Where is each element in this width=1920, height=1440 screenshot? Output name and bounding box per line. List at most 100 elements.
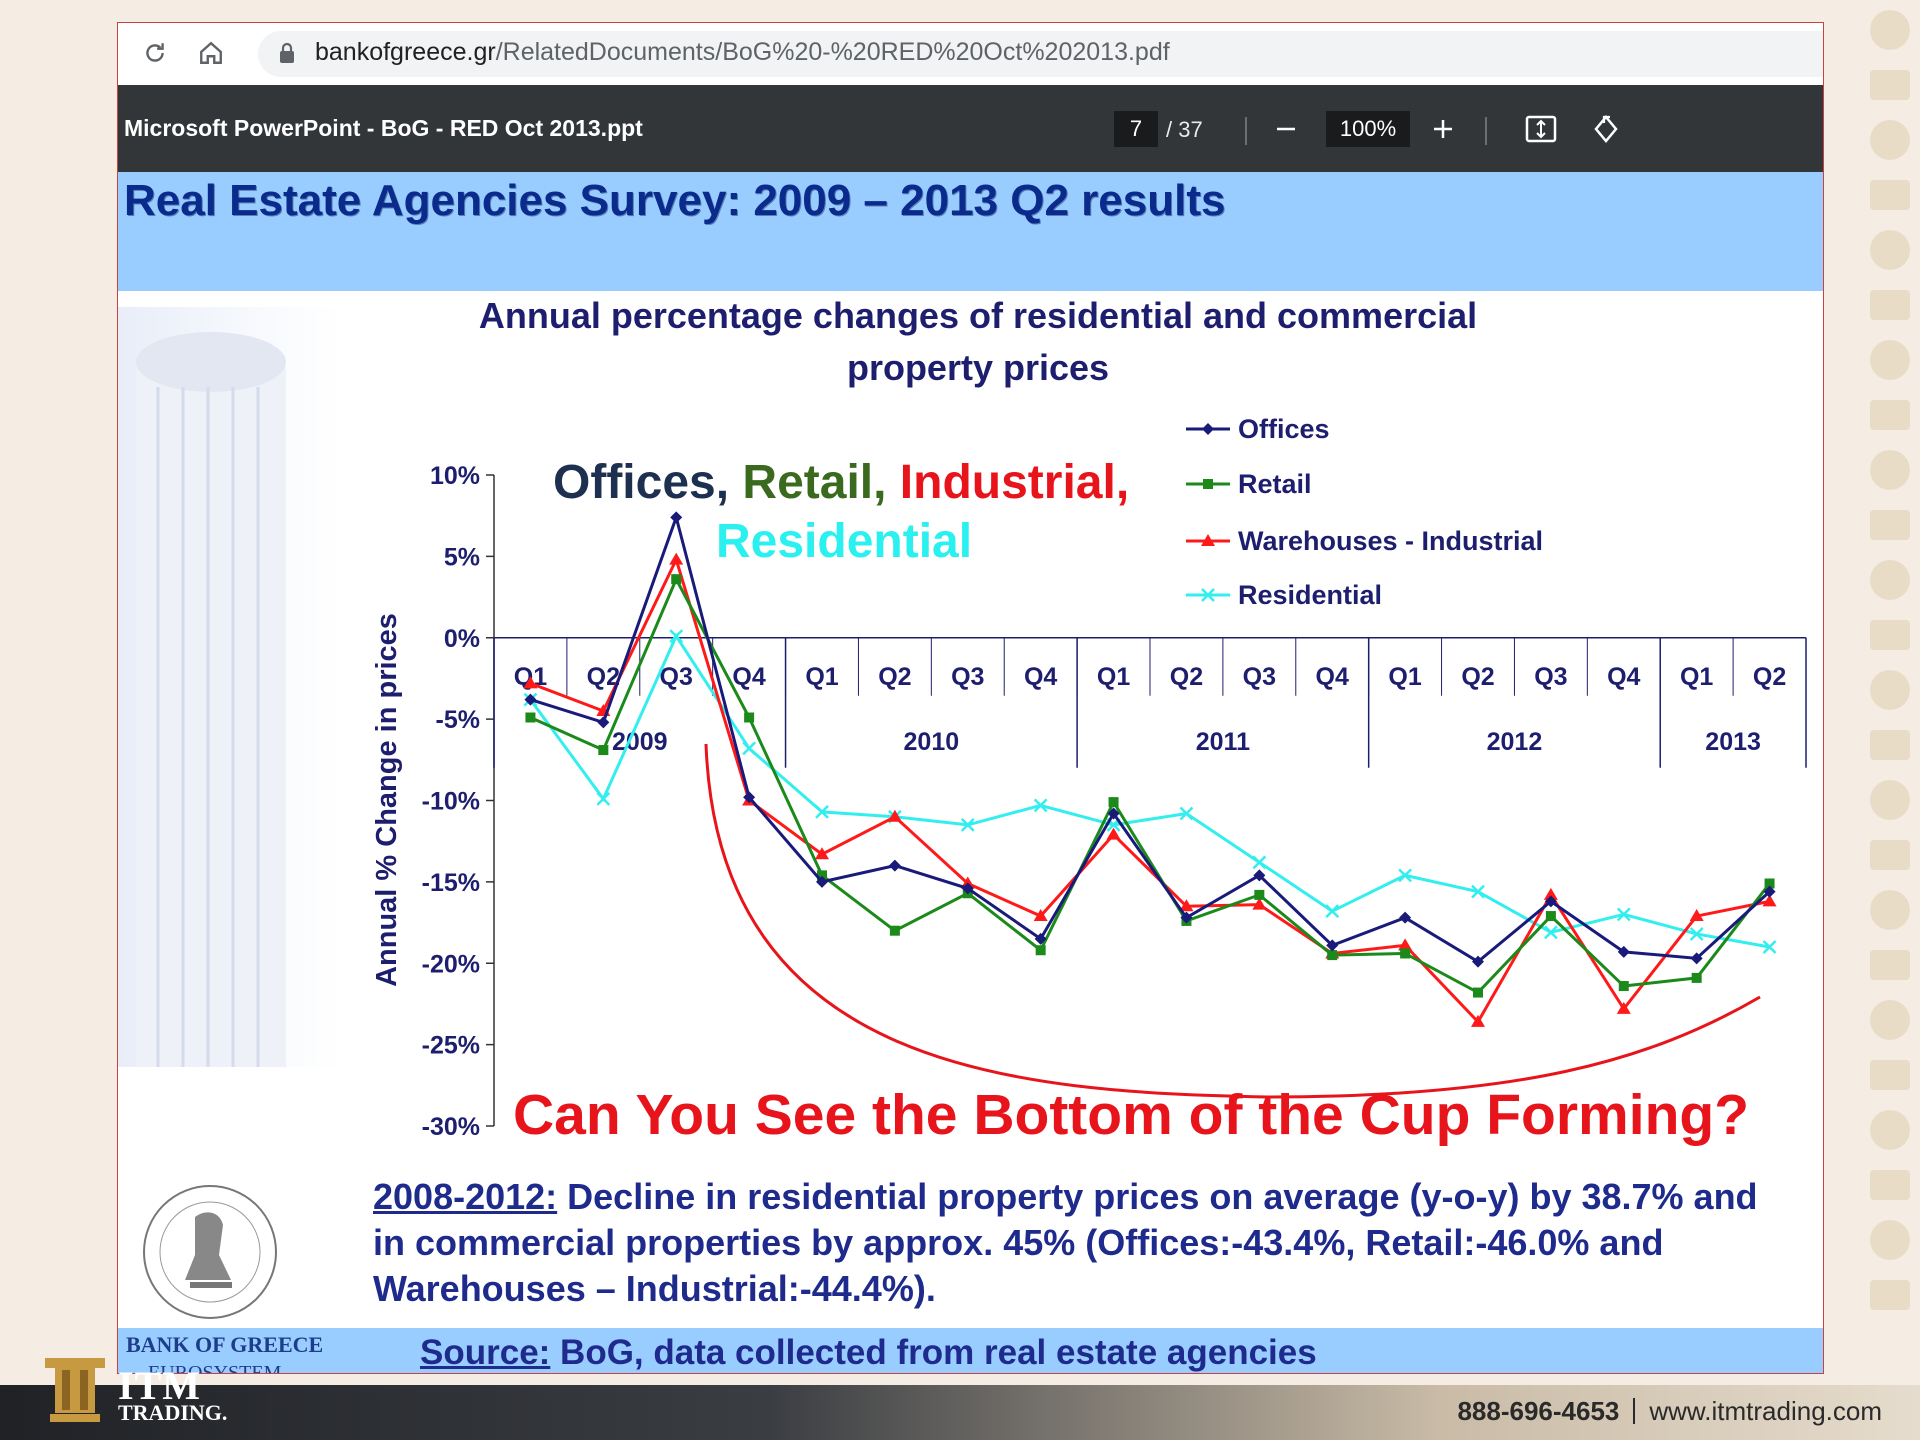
- overlay-property-types: Offices, Retail, Industrial,: [553, 455, 1129, 510]
- data-point: [1689, 909, 1704, 922]
- zoom-level[interactable]: 100%: [1326, 111, 1410, 147]
- data-point: [1545, 911, 1556, 922]
- data-point: [1107, 807, 1120, 820]
- data-point: [888, 859, 901, 872]
- browser-window: bankofgreece.gr/RelatedDocuments/BoG%20-…: [117, 22, 1824, 1374]
- data-point: [1544, 925, 1558, 940]
- overlay-offices: Offices: [553, 456, 716, 509]
- decorative-pattern: [1870, 10, 1910, 1310]
- cup-caption: Can You See the Bottom of the Cup Formin…: [513, 1083, 1750, 1147]
- x-tick-label: Q1: [805, 663, 838, 691]
- slide-title: Real Estate Agencies Survey: 2009 – 2013…: [124, 176, 1226, 225]
- toolbar-divider: [1485, 117, 1487, 145]
- data-point: [961, 882, 974, 895]
- url-text[interactable]: bankofgreece.gr/RelatedDocuments/BoG%20-…: [315, 38, 1170, 67]
- series-line-retail: [529, 575, 1771, 995]
- data-point: [598, 745, 609, 756]
- x-tick-label: Q3: [660, 663, 693, 691]
- data-point: [1033, 798, 1048, 813]
- page-total: / 37: [1166, 117, 1203, 142]
- fit-page-button[interactable]: [1523, 111, 1559, 147]
- address-bar-area: bankofgreece.gr/RelatedDocuments/BoG%20-…: [118, 23, 1823, 86]
- data-point: [1327, 950, 1338, 961]
- y-tick-label: -10%: [422, 788, 480, 816]
- source-lead: Source:: [420, 1333, 551, 1372]
- data-point: [960, 818, 975, 832]
- page-number-input[interactable]: 7: [1114, 111, 1158, 147]
- contact-info: 888-696-4653 www.itmtrading.com: [1457, 1396, 1882, 1427]
- series-line-offices: [529, 512, 1771, 964]
- url-path: /RelatedDocuments/BoG%20-%20RED%20Oct%20…: [495, 38, 1170, 66]
- year-label: 2013: [1705, 728, 1761, 756]
- data-point: [1690, 952, 1703, 965]
- toolbar-divider: [1245, 117, 1247, 145]
- slide-header-band: [118, 172, 1823, 291]
- data-point: [1763, 885, 1776, 898]
- data-point: [1764, 878, 1775, 889]
- summary-note: 2008-2012: Decline in residential proper…: [373, 1174, 1793, 1312]
- x-tick-label: Q3: [1243, 663, 1276, 691]
- data-point: [1472, 955, 1484, 968]
- data-point: [1543, 887, 1558, 900]
- rotate-button[interactable]: [1588, 111, 1624, 147]
- data-point: [887, 809, 902, 822]
- data-point: [1473, 987, 1483, 998]
- legend-label: Warehouses - Industrial: [1238, 526, 1543, 556]
- series-line-warehouses-industrial: [529, 555, 1770, 1025]
- data-point: [1762, 894, 1777, 907]
- y-tick-label: -25%: [422, 1032, 480, 1060]
- y-tick-label: -20%: [422, 950, 480, 978]
- overlay-comma: ,: [873, 456, 900, 509]
- data-point: [1180, 911, 1193, 924]
- zoom-in-button[interactable]: [1425, 111, 1461, 147]
- data-point: [1325, 904, 1340, 919]
- home-icon[interactable]: [194, 36, 228, 70]
- overlay-industrial: Industrial,: [899, 456, 1130, 509]
- zoom-out-button[interactable]: [1268, 111, 1304, 147]
- data-point: [744, 712, 755, 723]
- data-point: [1398, 938, 1413, 951]
- y-tick-label: -15%: [422, 869, 480, 897]
- data-point: [1035, 945, 1046, 956]
- line-chart: 10% 5% 0% -5% -10% -15% -20% -25% -30% Annual % C…: [371, 414, 1807, 1141]
- y-tick-label: -30%: [422, 1113, 480, 1141]
- chart-title: Annual percentage changes of residential…: [478, 295, 1478, 388]
- url-field[interactable]: [258, 31, 1823, 77]
- itm-logo-subtext: TRADING.: [118, 1400, 228, 1425]
- data-point: [1108, 797, 1119, 808]
- itm-logo-text: ITM: [118, 1363, 201, 1408]
- y-axis-label: Annual % Change in prices: [371, 613, 403, 987]
- note-text: Decline in residential property prices o…: [373, 1176, 1758, 1309]
- website-link[interactable]: www.itmtrading.com: [1649, 1396, 1882, 1426]
- legend-label: Retail: [1238, 469, 1312, 499]
- pdf-page: Real Estate Agencies Survey: 2009 – 2013…: [118, 172, 1823, 1373]
- data-point: [669, 552, 684, 565]
- data-point: [1400, 948, 1411, 959]
- footer-banner: [0, 1385, 1920, 1440]
- x-tick-label: Q4: [1607, 663, 1640, 691]
- x-tick-label: Q2: [1461, 663, 1494, 691]
- data-point: [1034, 932, 1047, 945]
- source-note: Source: BoG, data collected from real es…: [420, 1333, 1317, 1373]
- bank-seal-icon: [143, 1185, 277, 1319]
- url-domain: bankofgreece.gr: [315, 38, 496, 66]
- data-point: [1253, 869, 1266, 882]
- overlay-comma: ,: [715, 456, 743, 509]
- x-tick-label: Q1: [1680, 663, 1713, 691]
- data-point: [1471, 884, 1485, 899]
- slide-footer-band: [118, 1328, 1823, 1373]
- data-point: [817, 870, 827, 881]
- x-tick-label: Q1: [1097, 663, 1130, 691]
- year-label: 2011: [1196, 728, 1250, 756]
- data-point: [1617, 945, 1630, 958]
- data-point: [1689, 927, 1704, 941]
- data-point: [1179, 899, 1194, 912]
- data-point: [815, 805, 829, 819]
- data-point: [1254, 889, 1265, 900]
- data-point: [524, 693, 537, 706]
- note-lead: 2008-2012:: [373, 1176, 558, 1217]
- x-tick-label: Q2: [878, 663, 911, 691]
- reload-icon[interactable]: [138, 36, 172, 70]
- itm-logo-icon: [45, 1358, 105, 1422]
- x-tick-label: Q2: [1170, 663, 1203, 691]
